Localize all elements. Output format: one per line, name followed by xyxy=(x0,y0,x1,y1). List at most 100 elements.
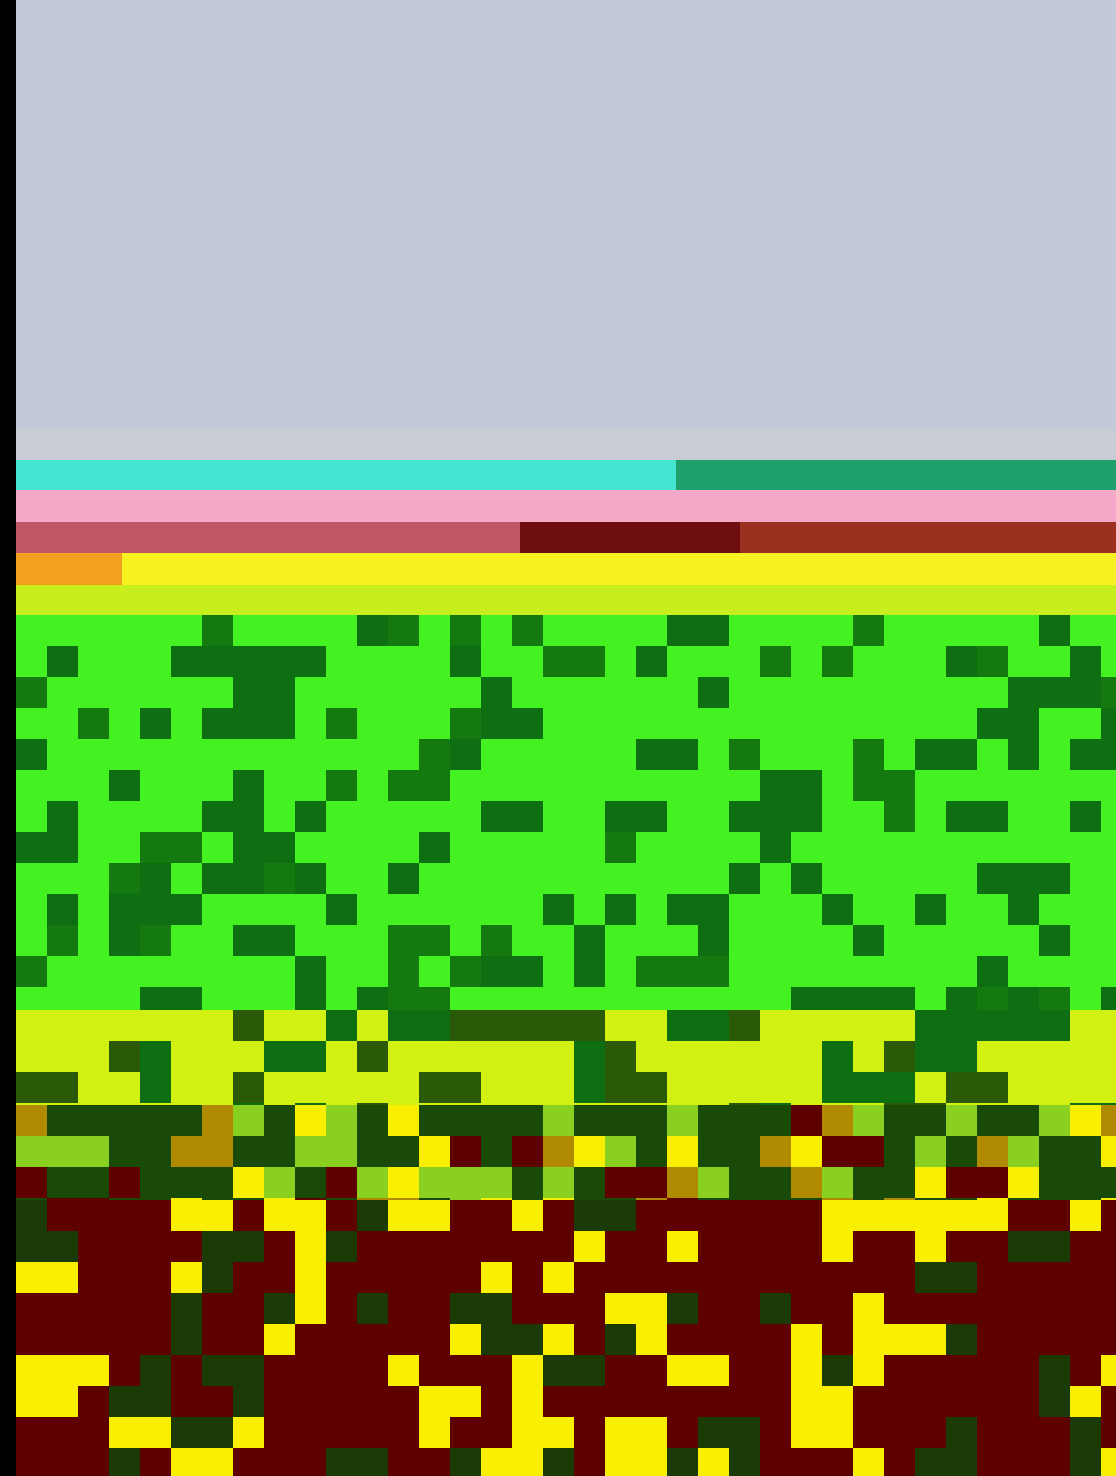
glitch-block xyxy=(47,646,78,677)
glitch-block xyxy=(574,1136,605,1167)
glitch-block xyxy=(915,1262,977,1293)
glitch-block xyxy=(47,1355,109,1386)
glitch-block xyxy=(791,1324,822,1355)
glitch-block xyxy=(419,1386,481,1417)
glitch-block xyxy=(636,1324,667,1355)
glitch-block xyxy=(264,1167,295,1198)
glitch-block xyxy=(326,1105,357,1136)
glitch-block xyxy=(450,956,481,987)
glitch-block xyxy=(636,1293,667,1324)
glitch-block xyxy=(574,1010,605,1041)
band-rust xyxy=(740,522,1116,553)
left-border xyxy=(0,0,16,1476)
glitch-block xyxy=(47,894,78,925)
glitch-block xyxy=(171,832,202,863)
glitch-block xyxy=(698,1355,729,1386)
band-yellow xyxy=(122,553,1116,585)
glitch-block xyxy=(791,801,822,832)
band-lime xyxy=(16,585,1116,615)
glitch-block xyxy=(1070,646,1101,677)
glitch-blocks xyxy=(16,615,1116,1476)
glitch-block xyxy=(388,1105,419,1136)
glitch-block xyxy=(419,1167,481,1198)
band-pink xyxy=(16,490,1116,522)
glitch-block xyxy=(1008,1231,1070,1262)
glitch-block xyxy=(171,1262,202,1293)
glitch-block xyxy=(729,863,760,894)
glitch-block xyxy=(233,1417,264,1448)
glitch-block xyxy=(698,1417,760,1448)
glitch-block xyxy=(884,987,915,1010)
glitch-block xyxy=(1101,987,1116,1010)
glitch-block xyxy=(202,1200,233,1231)
sky-region xyxy=(16,0,1116,430)
glitch-block xyxy=(16,1200,47,1231)
glitch-block xyxy=(574,956,605,987)
glitch-block xyxy=(667,1198,698,1200)
glitch-block xyxy=(884,1103,915,1105)
glitch-block xyxy=(171,1324,202,1355)
glitch-block xyxy=(233,646,295,677)
glitch-block xyxy=(326,1448,388,1476)
glitch-block xyxy=(233,1105,264,1136)
glitch-block xyxy=(946,801,1008,832)
glitch-block xyxy=(543,1324,574,1355)
glitch-block xyxy=(667,956,698,987)
glitch-block xyxy=(1101,708,1116,739)
glitch-block xyxy=(78,708,109,739)
glitch-block xyxy=(450,1010,481,1041)
glitch-block xyxy=(574,646,605,677)
glitch-block xyxy=(450,1198,481,1200)
glitch-block xyxy=(1070,1200,1101,1231)
glitch-block xyxy=(295,1105,326,1136)
glitch-block xyxy=(512,1136,543,1167)
glitch-block xyxy=(481,1262,512,1293)
glitch-block xyxy=(109,1386,171,1417)
glitch-block xyxy=(171,1293,202,1324)
glitch-block xyxy=(946,1167,1008,1198)
glitch-block xyxy=(140,863,171,894)
glitch-block xyxy=(946,1105,977,1136)
glitch-block xyxy=(946,1200,977,1231)
glitch-block xyxy=(605,1167,667,1198)
glitch-block xyxy=(264,1200,326,1231)
band-orange xyxy=(16,553,122,585)
glitch-block xyxy=(729,1448,760,1476)
glitch-block xyxy=(605,801,667,832)
glitch-block xyxy=(667,1136,698,1167)
glitch-block xyxy=(388,770,450,801)
glitch-block xyxy=(667,1293,698,1324)
glitch-block xyxy=(171,1417,233,1448)
glitch-block xyxy=(977,646,1008,677)
glitch-block xyxy=(16,1072,78,1103)
glitch-block xyxy=(419,1417,450,1448)
glitch-block xyxy=(512,615,543,646)
glitch-block xyxy=(791,1386,853,1417)
glitch-block xyxy=(419,1200,450,1231)
glitch-block xyxy=(1008,863,1039,894)
glitch-block xyxy=(853,615,884,646)
glitch-block xyxy=(481,925,512,956)
glitch-block xyxy=(667,1010,729,1041)
glitch-block xyxy=(419,739,450,770)
glitch-block xyxy=(481,1010,512,1041)
glitch-block xyxy=(388,1355,419,1386)
glitch-block xyxy=(822,1167,853,1198)
glitch-block xyxy=(636,739,698,770)
glitch-block xyxy=(295,863,326,894)
glitch-block xyxy=(295,1103,326,1105)
glitch-block xyxy=(729,1010,760,1041)
glitch-block xyxy=(388,1200,419,1231)
glitch-block xyxy=(543,1167,574,1198)
glitch-block xyxy=(760,1136,791,1167)
glitch-block xyxy=(481,708,543,739)
glitch-block xyxy=(388,956,419,987)
glitch-block xyxy=(357,1167,388,1198)
glitch-block xyxy=(543,1262,574,1293)
glitch-block xyxy=(884,1041,915,1072)
glitch-block xyxy=(977,987,1008,1010)
glitch-block xyxy=(357,1041,388,1072)
glitch-block xyxy=(47,1198,109,1200)
glitch-block xyxy=(1101,677,1116,708)
